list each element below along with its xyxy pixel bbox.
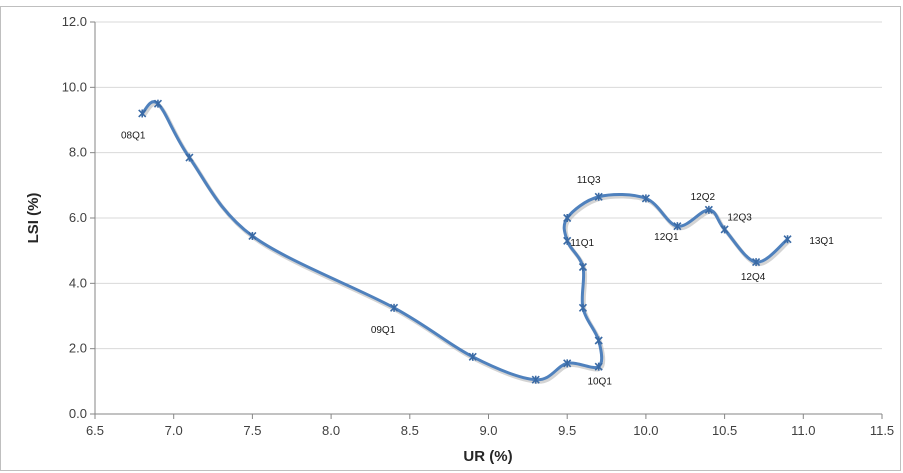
data-point: [468, 352, 477, 361]
data-point: [153, 99, 163, 108]
marker-layer: [138, 99, 792, 384]
grid-layer: [95, 21, 882, 350]
x-tick-label: 9.5: [558, 423, 576, 438]
data-point: [531, 375, 540, 384]
series-line-shadow: [142, 101, 791, 384]
x-tick-label: 7.0: [165, 423, 183, 438]
data-point: [563, 213, 572, 223]
point-label: 12Q2: [691, 192, 716, 203]
y-tick-label: 12.0: [62, 14, 87, 29]
y-tick-label: 2.0: [69, 341, 87, 356]
y-tick-label: 6.0: [69, 210, 87, 225]
chart-border: [0, 6, 901, 471]
y-axis-title: LSI (%): [25, 193, 42, 244]
data-point: [185, 153, 194, 162]
point-label: 08Q1: [121, 130, 146, 141]
axis-layer: [90, 21, 883, 419]
data-point: [641, 194, 650, 203]
tick-label-layer: 0.0 2.0 4.0 6.0 8.0 10.0 12.0 6.5 7.0 7.5 8.0 8.5 9.…: [62, 14, 894, 438]
point-label: 12Q4: [741, 272, 766, 283]
x-tick-label: 11.5: [870, 423, 894, 438]
data-point: [594, 362, 603, 371]
data-point: [673, 222, 682, 231]
data-point: [752, 258, 761, 267]
point-label: 11Q3: [577, 175, 601, 186]
x-tick-label: 10.5: [712, 423, 737, 438]
x-axis-title: UR (%): [463, 448, 512, 465]
x-tick-label: 9.0: [479, 423, 497, 438]
data-point: [138, 109, 147, 118]
data-point: [563, 236, 572, 245]
point-label-layer: 08Q1 09Q1 10Q1 11Q1 11Q3 12Q1 12Q2 12Q3 12Q4 13Q1: [121, 130, 834, 387]
data-point: [783, 235, 792, 244]
x-tick-label: 11.0: [791, 423, 815, 438]
y-tick-label: 0.0: [69, 406, 87, 421]
y-tick-label: 10.0: [62, 79, 87, 94]
x-tick-label: 8.0: [322, 423, 340, 438]
data-point: [578, 303, 588, 312]
x-tick-label: 7.5: [243, 423, 261, 438]
series-line: [141, 100, 789, 382]
data-point: [594, 192, 603, 201]
point-label: 10Q1: [587, 377, 612, 388]
point-label: 12Q1: [654, 232, 679, 243]
data-point: [594, 336, 603, 345]
x-tick-label: 10.0: [633, 423, 658, 438]
data-point: [389, 303, 399, 312]
x-tick-label: 8.5: [401, 423, 419, 438]
point-label: 13Q1: [809, 236, 834, 247]
data-point: [563, 359, 572, 368]
series-layer: [141, 100, 791, 384]
y-tick-label: 4.0: [69, 275, 87, 290]
y-tick-label: 8.0: [69, 145, 87, 160]
data-point: [578, 262, 588, 272]
point-label: 12Q3: [727, 212, 752, 223]
data-point: [720, 225, 729, 234]
x-tick-label: 6.5: [86, 423, 104, 438]
data-point: [704, 205, 713, 214]
point-label: 11Q1: [570, 238, 594, 249]
point-label: 09Q1: [371, 325, 396, 336]
data-point: [248, 231, 257, 241]
